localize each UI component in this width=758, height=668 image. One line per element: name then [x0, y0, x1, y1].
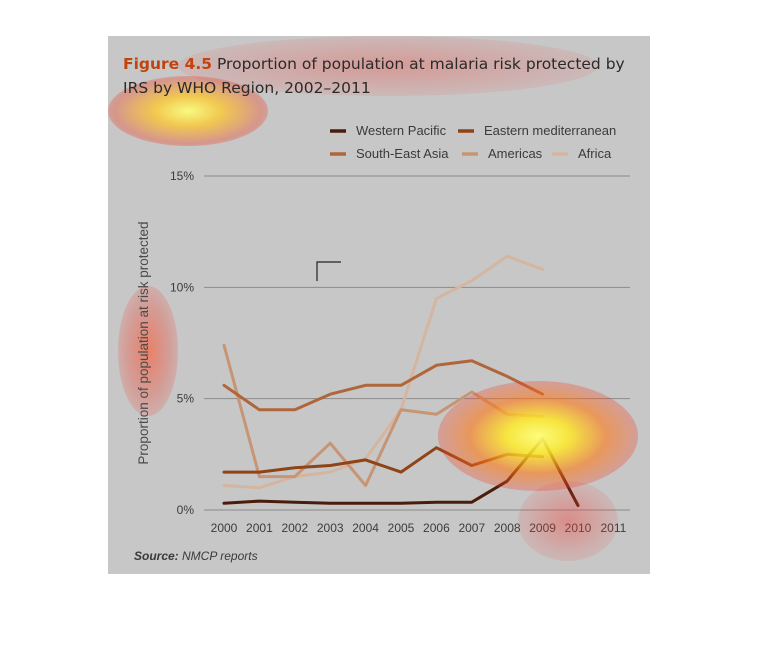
series-line: [222, 446, 545, 474]
line-chart: 0% 5% 10% 15% 2000 2001 2002 2003 2004 2005 2006 20…: [134, 123, 630, 563]
y-tick-label: 5%: [177, 392, 195, 406]
series-line: [222, 359, 545, 412]
legend-label: Eastern mediterranean: [484, 123, 616, 138]
figure-number: Figure 4.5: [123, 55, 213, 73]
y-tick-label: 0%: [177, 503, 195, 517]
x-tick-label: 2003: [317, 521, 344, 535]
source-note: Source: NMCP reports: [134, 549, 258, 563]
x-tick-label: 2004: [352, 521, 379, 535]
figure-title-text: Proportion of population at malaria risk…: [123, 55, 625, 97]
legend-label: Africa: [578, 146, 612, 161]
figure-panel: Figure 4.5 Proportion of population at m…: [108, 36, 650, 574]
y-tick-label: 10%: [170, 280, 194, 294]
legend-label: Americas: [488, 146, 543, 161]
x-tick-label: 2010: [565, 521, 592, 535]
y-axis-label: Proportion of population at risk protect…: [136, 221, 151, 464]
source-text: NMCP reports: [182, 549, 258, 563]
x-tick-label: 2005: [388, 521, 415, 535]
source-label: Source:: [134, 549, 182, 563]
x-tick-label: 2011: [600, 521, 626, 535]
x-tick-label: 2000: [211, 521, 238, 535]
legend-label: Western Pacific: [356, 123, 447, 138]
x-tick-label: 2002: [281, 521, 308, 535]
x-tick-label: 2009: [529, 521, 556, 535]
x-tick-label: 2007: [458, 521, 485, 535]
y-tick-label: 15%: [170, 169, 194, 183]
figure-title: Figure 4.5 Proportion of population at m…: [123, 52, 638, 100]
x-tick-label: 2006: [423, 521, 450, 535]
legend-label: South-East Asia: [356, 146, 449, 161]
x-tick-label: 2001: [246, 521, 273, 535]
x-tick-label: 2008: [494, 521, 521, 535]
cursor-corner-mark: [316, 261, 341, 281]
series-line: [222, 254, 545, 490]
